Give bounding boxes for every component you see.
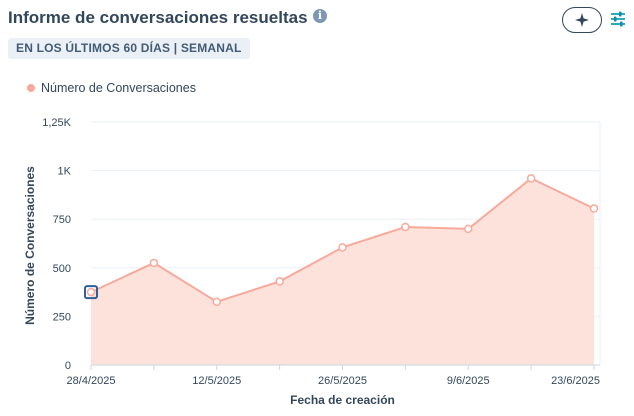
data-point: [338, 243, 347, 252]
data-point: [275, 277, 284, 286]
x-tick-label: 23/6/2025: [551, 375, 600, 387]
y-tick-label: 1K: [58, 166, 72, 178]
date-range-badge[interactable]: EN LOS ÚLTIMOS 60 DÍAS | SEMANAL: [8, 38, 250, 59]
ai-assistant-button[interactable]: [562, 7, 602, 33]
sparkle-icon: [575, 13, 589, 27]
data-point: [589, 204, 599, 213]
x-tick-label: 28/4/2025: [67, 375, 116, 387]
data-point: [526, 174, 536, 183]
data-point: [149, 258, 159, 268]
x-axis-title: Fecha de creación: [290, 393, 395, 407]
filter-sliders-icon[interactable]: [610, 11, 626, 27]
data-point: [464, 224, 473, 234]
x-tick-label: 26/5/2025: [318, 375, 367, 387]
chart-legend[interactable]: Número de Conversaciones: [27, 80, 196, 96]
data-point: [86, 287, 96, 297]
y-axis-title: Número de Conversaciones: [23, 166, 37, 325]
info-icon[interactable]: i: [313, 9, 327, 23]
x-tick-label: 9/6/2025: [447, 375, 490, 387]
y-tick-label: 250: [53, 311, 71, 323]
y-tick-label: 750: [53, 214, 71, 226]
y-tick-label: 1,25K: [42, 117, 71, 129]
report-header: Informe de conversaciones resueltas i: [8, 6, 626, 36]
data-point: [212, 297, 221, 307]
series-area: [91, 178, 594, 365]
data-point: [401, 222, 410, 232]
report-title: Informe de conversaciones resueltas: [8, 8, 308, 27]
legend-marker: [27, 84, 35, 92]
focused-point-marker: [84, 285, 98, 300]
x-tick-label: 12/5/2025: [192, 375, 241, 387]
y-tick-label: 0: [65, 360, 71, 372]
y-tick-label: 500: [53, 263, 71, 275]
legend-label: Número de Conversaciones: [41, 81, 196, 95]
